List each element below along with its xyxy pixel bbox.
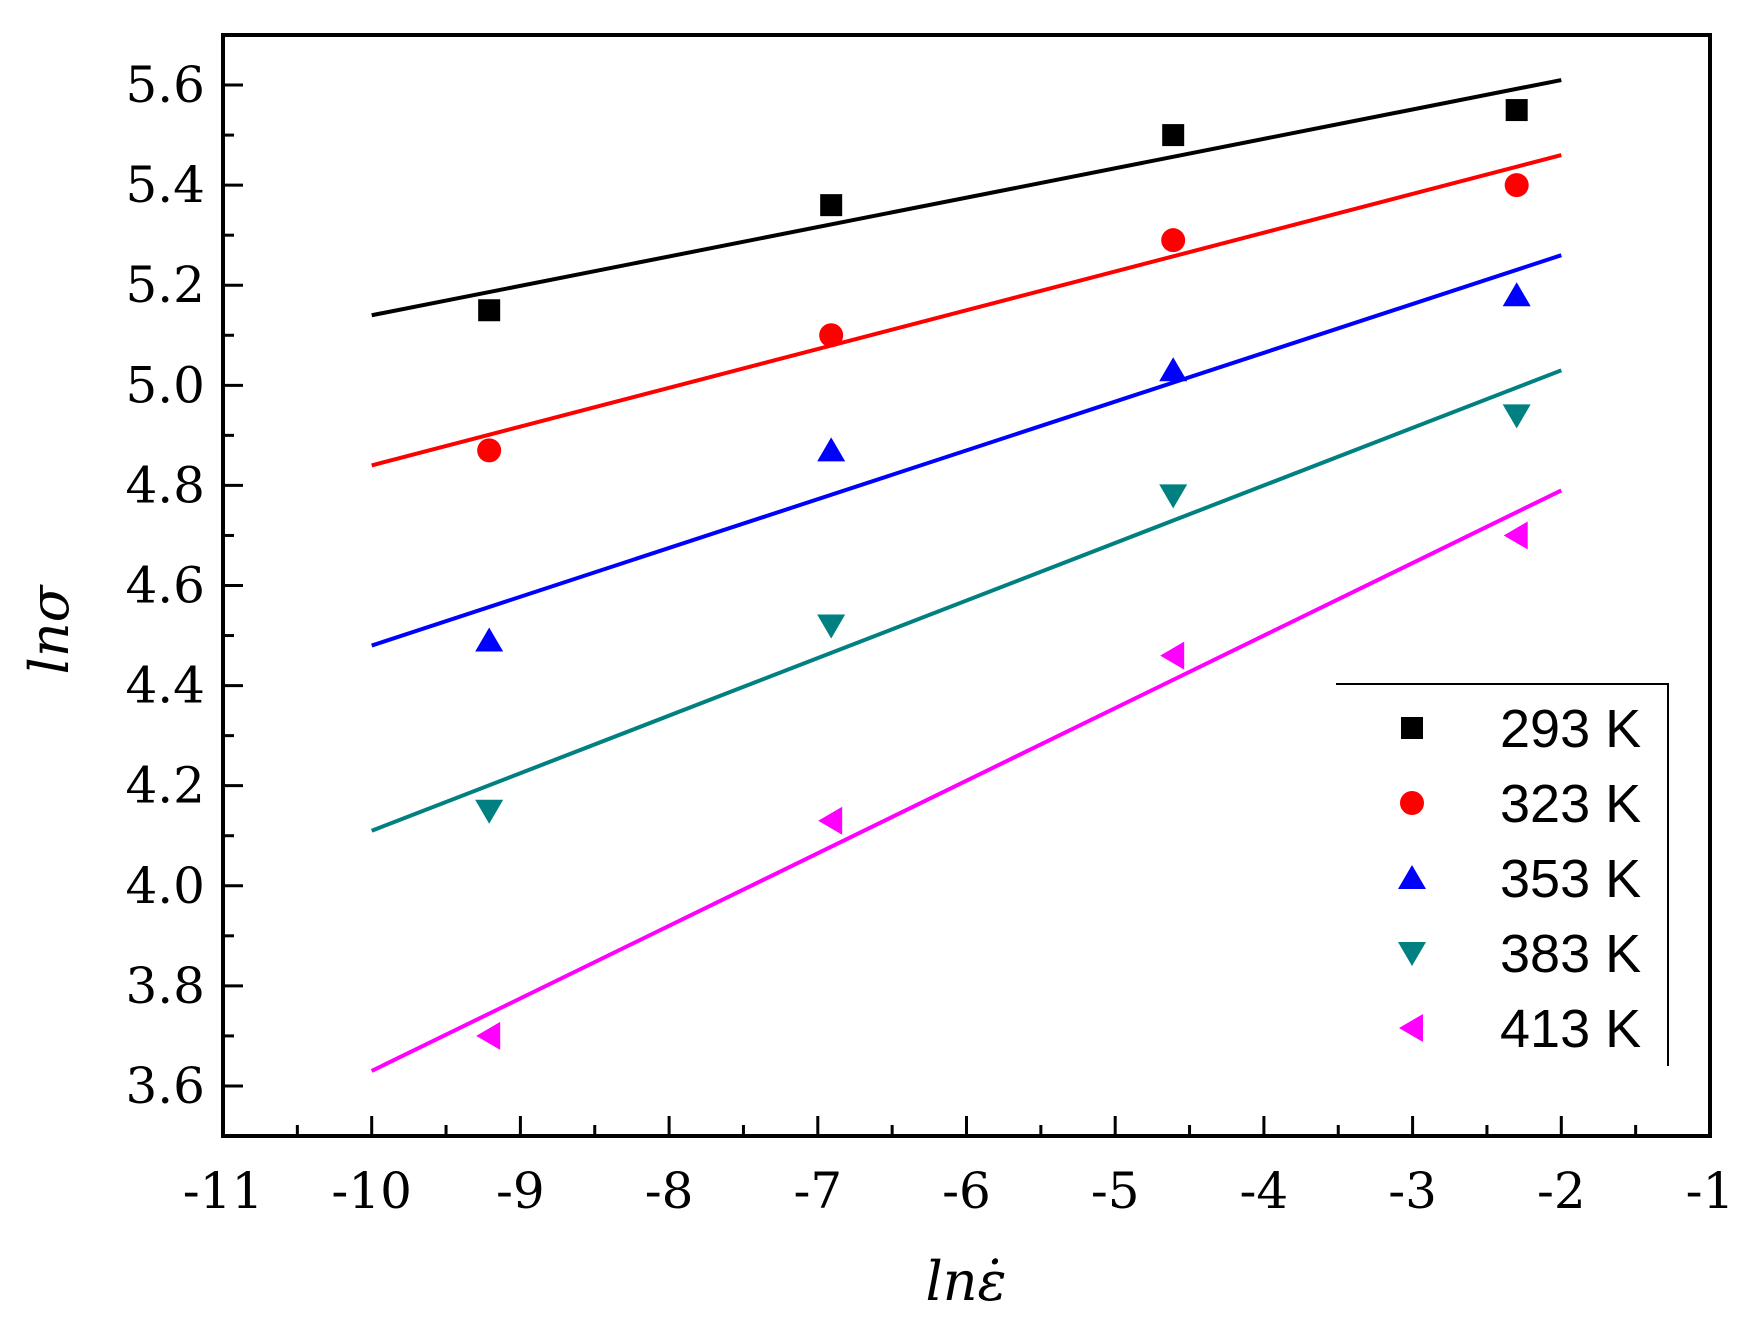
point-383-k — [1159, 484, 1188, 509]
legend-marker-353-k — [1398, 865, 1426, 889]
point-323-k — [1504, 173, 1529, 198]
y-tick-label: 5.6 — [125, 56, 205, 114]
point-323-k — [1161, 228, 1186, 253]
x-tick-label: -7 — [793, 1162, 842, 1220]
x-tick-label: -10 — [331, 1162, 412, 1220]
fit-lines — [370, 78, 1563, 1073]
y-tick-label: 5.0 — [125, 356, 205, 414]
x-tick-label: -8 — [645, 1162, 694, 1220]
fit-line-413-k — [370, 488, 1563, 1073]
legend-label-293-k: 293 K — [1500, 699, 1641, 759]
fit-line-353-k — [371, 253, 1562, 648]
point-413-k — [818, 806, 843, 835]
point-413-k — [1160, 641, 1185, 670]
point-293-k — [478, 299, 501, 322]
y-tick-label: 4.0 — [125, 857, 205, 915]
legend-marker-323-k — [1400, 791, 1424, 815]
x-tick-label: -4 — [1240, 1162, 1289, 1220]
x-axis-title: lnε̇ — [925, 1250, 1006, 1313]
x-tick-label: -11 — [183, 1162, 264, 1220]
data-markers — [475, 99, 1531, 1050]
legend: 293 K 323 K 353 K 383 K 413 K — [1336, 683, 1669, 1066]
plot-frame — [221, 33, 1712, 1138]
y-tick-label: 5.4 — [125, 156, 205, 214]
fit-line-323-k — [371, 153, 1562, 468]
y-tick-label: 5.2 — [125, 256, 205, 314]
fit-line-293-k — [371, 78, 1562, 318]
y-axis-title: lnσ — [18, 583, 81, 674]
x-tick-label: -1 — [1686, 1162, 1735, 1220]
point-293-k — [1505, 99, 1528, 122]
y-tick-labels: 3.6 3.8 4.0 4.2 4.4 4.6 4.8 5.0 5.2 5.4 5.6 — [125, 56, 205, 1115]
point-293-k — [820, 194, 843, 217]
point-353-k — [475, 627, 504, 652]
point-413-k — [476, 1021, 501, 1050]
point-323-k — [819, 323, 844, 348]
x-tick-label: -9 — [496, 1162, 545, 1220]
legend-marker-413-k — [1399, 1014, 1423, 1042]
x-tick-label: -2 — [1537, 1162, 1586, 1220]
point-383-k — [475, 799, 504, 824]
y-tick-label: 4.4 — [125, 657, 205, 715]
x-tick-label: -5 — [1091, 1162, 1140, 1220]
x-tick-labels: -11 -10 -9 -8 -7 -6 -5 -4 -3 -2 -1 — [183, 1162, 1735, 1220]
y-tick-label: 3.8 — [125, 957, 205, 1015]
y-tick-label: 4.2 — [125, 757, 205, 815]
legend-label-353-k: 353 K — [1500, 849, 1641, 909]
legend-label-323-k: 323 K — [1500, 774, 1641, 834]
y-tick-label: 3.6 — [125, 1057, 205, 1115]
point-383-k — [817, 614, 846, 639]
fit-line-383-k — [370, 368, 1563, 833]
point-353-k — [1159, 357, 1188, 382]
legend-frame — [1336, 683, 1669, 1066]
x-tick-label: -3 — [1388, 1162, 1437, 1220]
point-413-k — [1503, 521, 1528, 550]
point-353-k — [1502, 282, 1531, 307]
point-293-k — [1162, 124, 1185, 147]
point-383-k — [1502, 404, 1531, 429]
legend-marker-293-k — [1401, 717, 1423, 739]
point-323-k — [477, 438, 502, 463]
legend-marker-383-k — [1398, 942, 1426, 966]
y-tick-label: 4.6 — [125, 557, 205, 615]
y-tick-label: 4.8 — [125, 456, 205, 514]
legend-label-413-k: 413 K — [1500, 999, 1641, 1059]
legend-label-383-k: 383 K — [1500, 924, 1641, 984]
point-353-k — [817, 437, 846, 462]
x-tick-label: -6 — [942, 1162, 991, 1220]
